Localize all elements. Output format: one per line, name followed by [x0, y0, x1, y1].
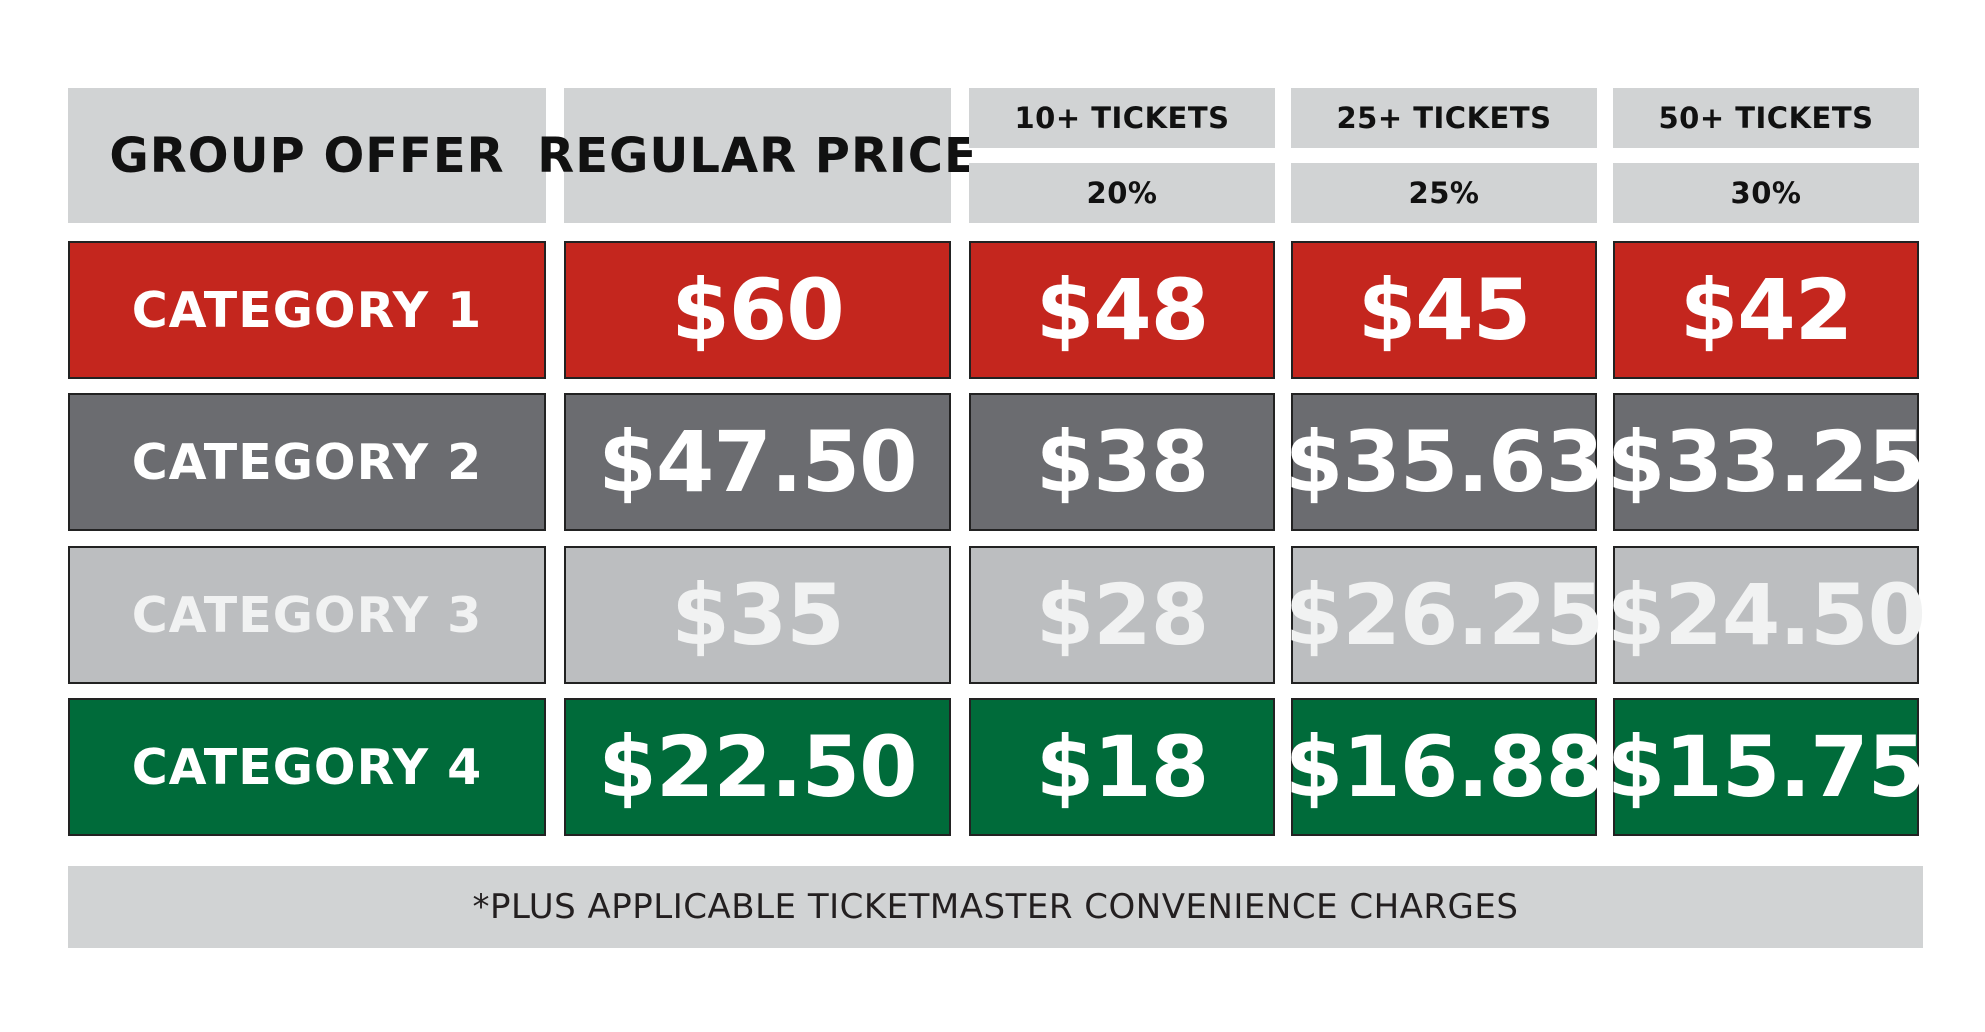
category-2-tier-10-price: $38 [969, 393, 1275, 531]
category-1-tier-10-price: $48 [969, 241, 1275, 379]
category-4-label: CATEGORY 4 [68, 698, 546, 836]
header-tier-25-label: 25+ TICKETS [1291, 88, 1597, 148]
category-2-tier-25-price: $35.63 [1285, 393, 1604, 531]
category-2-label: CATEGORY 2 [68, 393, 546, 531]
category-4-tier-10-price: $18 [969, 698, 1275, 836]
header-tier-25-discount: 25% [1291, 163, 1597, 223]
category-1-tier-25-price: $45 [1291, 241, 1597, 379]
category-4-tier-50-price: $15.75 [1607, 698, 1926, 836]
header-regular-price: REGULAR PRICE [537, 88, 977, 223]
category-1-regular-price: $60 [564, 241, 951, 379]
category-4-tier-25-price: $16.88 [1285, 698, 1604, 836]
header-tier-50-label: 50+ TICKETS [1613, 88, 1919, 148]
header-group-offer: GROUP OFFER [68, 88, 546, 223]
category-1-tier-50-price: $42 [1613, 241, 1919, 379]
header-tier-10-label: 10+ TICKETS [969, 88, 1275, 148]
category-3-tier-25-price: $26.25 [1285, 546, 1604, 684]
header-tier-50-discount: 30% [1613, 163, 1919, 223]
footnote: *PLUS APPLICABLE TICKETMASTER CONVENIENC… [68, 866, 1923, 948]
category-4-regular-price: $22.50 [564, 698, 951, 836]
category-3-tier-50-price: $24.50 [1607, 546, 1926, 684]
category-3-label: CATEGORY 3 [68, 546, 546, 684]
category-3-regular-price: $35 [564, 546, 951, 684]
category-2-tier-50-price: $33.25 [1607, 393, 1926, 531]
category-2-regular-price: $47.50 [564, 393, 951, 531]
header-tier-10-discount: 20% [969, 163, 1275, 223]
category-1-label: CATEGORY 1 [68, 241, 546, 379]
category-3-tier-10-price: $28 [969, 546, 1275, 684]
